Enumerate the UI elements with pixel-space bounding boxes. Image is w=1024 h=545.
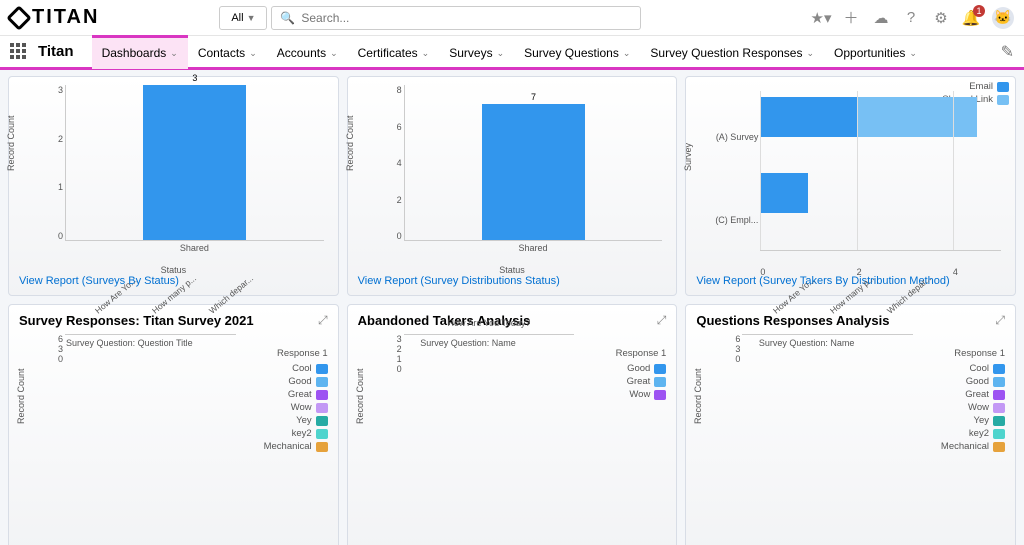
nav-tab[interactable]: Survey Questions⌄ xyxy=(514,35,640,69)
nav-tab[interactable]: Certificates⌄ xyxy=(348,35,440,69)
app-launcher-icon[interactable] xyxy=(10,43,28,61)
search-icon: 🔍 xyxy=(280,11,295,25)
global-header: TITAN All▼ 🔍 ★▾ ＋ ☁ ? ⚙ 🔔1 🐱 xyxy=(0,0,1024,36)
expand-icon[interactable]: ⤢ xyxy=(318,313,328,328)
app-name: Titan xyxy=(38,43,74,60)
card-takers-by-method: EmailShared Link Survey (A) Survey(C) Em… xyxy=(685,76,1016,296)
view-report-link[interactable]: View Report (Surveys By Status) xyxy=(19,275,328,287)
chart: 3210 3 Shared xyxy=(45,85,328,259)
view-report-link[interactable]: View Report (Survey Takers By Distributi… xyxy=(696,275,1005,287)
card-survey-responses: Survey Responses: Titan Survey 2021 ⤢ Re… xyxy=(8,304,339,545)
global-search[interactable]: 🔍 xyxy=(271,6,641,30)
scope-filter[interactable]: All▼ xyxy=(219,6,267,30)
setup-gear-icon[interactable]: ⚙ xyxy=(932,9,950,27)
brand-logo: TITAN xyxy=(10,6,99,29)
nav-tab[interactable]: Survey Question Responses⌄ xyxy=(640,35,824,69)
chevron-down-icon: ▼ xyxy=(247,13,256,23)
cloud-icon[interactable]: ☁ xyxy=(872,9,890,27)
brand-text: TITAN xyxy=(32,6,99,29)
expand-icon[interactable]: ⤢ xyxy=(995,313,1005,328)
search-input[interactable] xyxy=(301,11,632,25)
chart: 86420 7 Shared xyxy=(384,85,667,259)
nav-tab[interactable]: Opportunities⌄ xyxy=(824,35,927,69)
favorites-icon[interactable]: ★▾ xyxy=(812,9,830,27)
user-avatar[interactable]: 🐱 xyxy=(992,7,1014,29)
nav-bar: Titan Dashboards⌄Contacts⌄Accounts⌄Certi… xyxy=(0,36,1024,70)
dashboard-grid: Record Count 3210 3 Shared Status View R… xyxy=(0,70,1024,545)
card-distributions-status: Record Count 86420 7 Shared Status View … xyxy=(347,76,678,296)
view-report-link[interactable]: View Report (Survey Distributions Status… xyxy=(358,275,667,287)
expand-icon[interactable]: ⤢ xyxy=(657,313,667,328)
chart: (A) Survey(C) Empl... 024 xyxy=(702,85,1005,271)
nav-tab[interactable]: Accounts⌄ xyxy=(267,35,348,69)
nav-tab[interactable]: Contacts⌄ xyxy=(188,35,267,69)
notif-badge: 1 xyxy=(973,5,985,17)
card-abandoned-takers: Abandoned Takers Analysis ⤢ Record Count… xyxy=(347,304,678,545)
nav-tabs: Dashboards⌄Contacts⌄Accounts⌄Certificate… xyxy=(92,35,927,69)
add-icon[interactable]: ＋ xyxy=(842,9,860,27)
card-surveys-by-status: Record Count 3210 3 Shared Status View R… xyxy=(8,76,339,296)
nav-tab[interactable]: Surveys⌄ xyxy=(439,35,514,69)
logo-icon xyxy=(6,5,31,30)
card-question-responses: Questions Responses Analysis ⤢ Record Co… xyxy=(685,304,1016,545)
header-actions: ★▾ ＋ ☁ ? ⚙ 🔔1 🐱 xyxy=(812,7,1014,29)
edit-nav-icon[interactable]: ✎ xyxy=(1001,42,1014,62)
nav-tab[interactable]: Dashboards⌄ xyxy=(92,35,188,69)
notifications-icon[interactable]: 🔔1 xyxy=(962,9,980,27)
help-icon[interactable]: ? xyxy=(902,9,920,27)
